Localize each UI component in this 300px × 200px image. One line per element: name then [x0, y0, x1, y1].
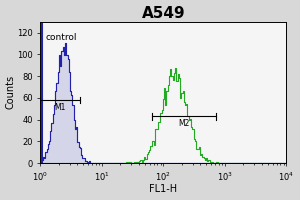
Text: control: control — [45, 33, 77, 42]
Text: M2: M2 — [178, 119, 190, 128]
Y-axis label: Counts: Counts — [6, 75, 16, 109]
Text: M1: M1 — [55, 103, 66, 112]
X-axis label: FL1-H: FL1-H — [149, 184, 177, 194]
Title: A549: A549 — [142, 6, 185, 21]
